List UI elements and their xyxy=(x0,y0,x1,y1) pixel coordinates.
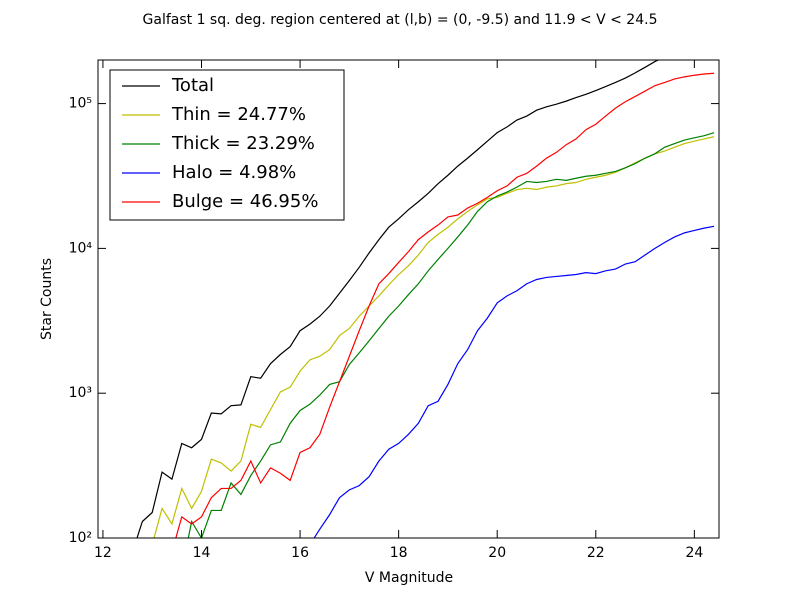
x-tick-label: 22 xyxy=(587,545,605,561)
series-line xyxy=(136,60,660,538)
series-line xyxy=(187,132,715,538)
series-line xyxy=(153,136,715,538)
x-tick-label: 14 xyxy=(193,545,211,561)
series-line xyxy=(313,225,715,538)
ticks: 12 14 16 18 20 22 24 10² 10³ 10⁴ 10⁵ xyxy=(69,60,719,561)
legend-label: Thick = 23.29% xyxy=(171,133,315,154)
series-line xyxy=(175,72,715,538)
y-tick-label: 10⁵ xyxy=(69,96,92,112)
chart-title: Galfast 1 sq. deg. region centered at (l… xyxy=(143,12,658,28)
legend: Total Thin = 24.77% Thick = 23.29% Halo = 4… xyxy=(109,69,345,221)
legend-label: Bulge = 46.95% xyxy=(172,191,318,212)
x-tick-label: 18 xyxy=(390,545,408,561)
legend-label: Halo = 4.98% xyxy=(172,162,296,183)
x-axis-label: V Magnitude xyxy=(365,570,453,586)
y-tick-label: 10² xyxy=(69,530,92,546)
x-tick-label: 20 xyxy=(488,545,506,561)
y-axis-label: Star Counts xyxy=(39,258,55,340)
x-tick-label: 16 xyxy=(291,545,309,561)
legend-label: Thin = 24.77% xyxy=(171,104,306,125)
x-tick-label: 12 xyxy=(94,545,112,561)
y-tick-label: 10³ xyxy=(69,385,92,401)
x-tick-label: 24 xyxy=(685,545,703,561)
plot-lines xyxy=(136,60,715,538)
plot-frame xyxy=(97,59,720,539)
y-tick-label: 10⁴ xyxy=(69,240,93,256)
legend-label: Total xyxy=(171,75,214,96)
legend-frame xyxy=(109,69,345,221)
